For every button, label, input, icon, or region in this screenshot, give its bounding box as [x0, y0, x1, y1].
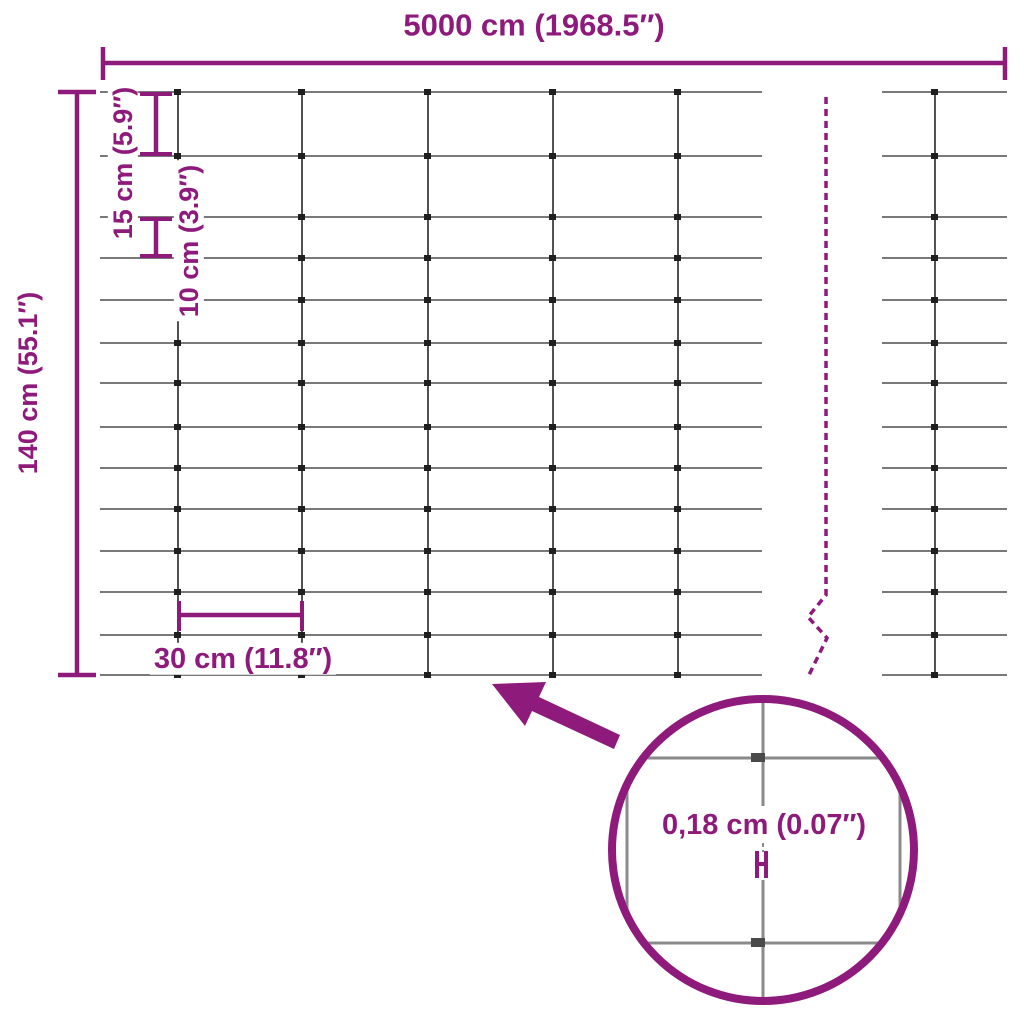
label-column-spacing: 30 cm (11.8″): [149, 642, 337, 676]
label-row-spacing-top: 15 cm (5.9″): [107, 82, 139, 244]
mesh-break-dashed-line: [805, 97, 830, 676]
detail-ring: [608, 695, 918, 1005]
label-total-width: 5000 cm (1968.5″): [399, 8, 669, 44]
wire-thickness-marker: [755, 851, 768, 878]
label-wire-thickness: 0,18 cm (0.07″): [657, 808, 871, 842]
dimension-brackets: [58, 47, 1008, 678]
label-total-height: 140 cm (55.1″): [12, 287, 44, 479]
wire-detail-circle: [608, 695, 918, 1005]
label-row-spacing-mid: 10 cm (3.9″): [173, 160, 205, 322]
detail-arrow: [492, 682, 620, 749]
mesh-right-section: [882, 91, 1007, 676]
mesh-knots: [174, 89, 938, 678]
